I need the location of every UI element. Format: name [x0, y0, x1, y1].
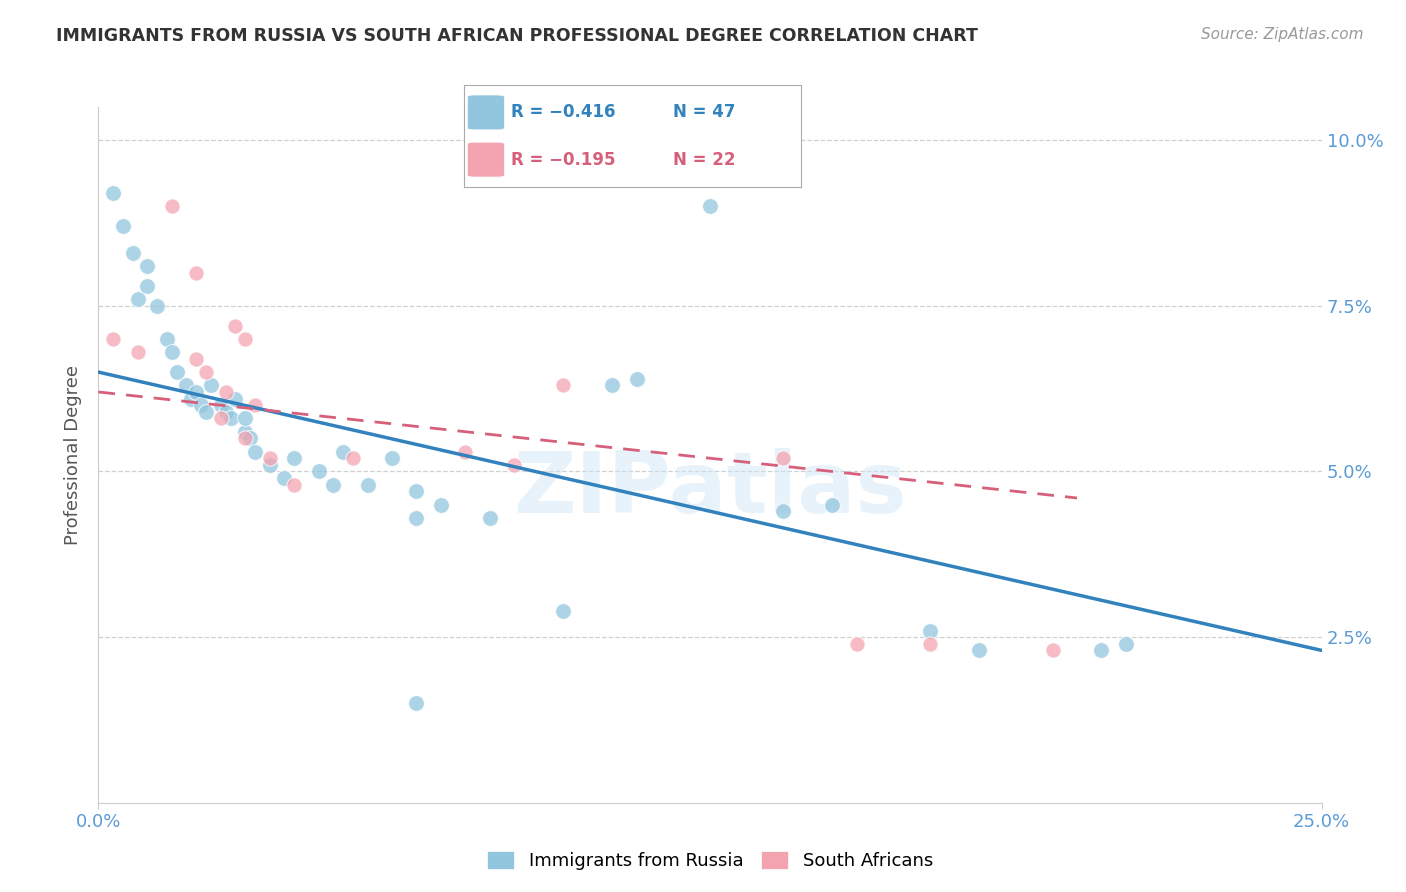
Point	[1115, 637, 1137, 651]
Point	[405, 697, 427, 711]
Point	[160, 345, 183, 359]
Point	[259, 451, 281, 466]
Point	[233, 332, 256, 346]
Point	[283, 451, 305, 466]
Point	[821, 498, 844, 512]
Point	[156, 332, 179, 346]
Point	[259, 458, 281, 472]
Point	[332, 444, 354, 458]
Point	[186, 351, 208, 366]
Point	[214, 405, 236, 419]
Text: Source: ZipAtlas.com: Source: ZipAtlas.com	[1201, 27, 1364, 42]
Point	[190, 398, 212, 412]
Text: N = 47: N = 47	[673, 103, 735, 121]
Point	[283, 477, 305, 491]
Text: N = 22: N = 22	[673, 151, 735, 169]
Point	[219, 411, 242, 425]
Point	[101, 332, 124, 346]
Point	[920, 637, 942, 651]
Point	[1042, 643, 1064, 657]
Point	[160, 199, 183, 213]
Point	[233, 425, 256, 439]
Point	[243, 444, 266, 458]
Point	[626, 372, 648, 386]
FancyBboxPatch shape	[467, 142, 505, 177]
Point	[405, 511, 427, 525]
FancyBboxPatch shape	[467, 95, 505, 130]
Point	[214, 384, 236, 399]
Point	[195, 365, 218, 379]
Point	[308, 465, 330, 479]
Point	[233, 431, 256, 445]
Text: R = −0.195: R = −0.195	[512, 151, 616, 169]
Point	[101, 186, 124, 201]
Point	[772, 451, 794, 466]
Point	[967, 643, 990, 657]
Point	[146, 299, 169, 313]
Point	[180, 392, 202, 406]
Point	[845, 637, 868, 651]
Point	[1090, 643, 1112, 657]
Point	[233, 411, 256, 425]
Point	[322, 477, 344, 491]
Point	[209, 411, 232, 425]
Point	[381, 451, 404, 466]
Point	[186, 266, 208, 280]
Text: IMMIGRANTS FROM RUSSIA VS SOUTH AFRICAN PROFESSIONAL DEGREE CORRELATION CHART: IMMIGRANTS FROM RUSSIA VS SOUTH AFRICAN …	[56, 27, 979, 45]
Point	[239, 431, 262, 445]
Text: R = −0.416: R = −0.416	[512, 103, 616, 121]
Point	[200, 378, 222, 392]
Point	[772, 504, 794, 518]
Point	[224, 392, 246, 406]
Point	[600, 378, 623, 392]
Point	[176, 378, 198, 392]
Point	[127, 345, 149, 359]
Point	[553, 604, 575, 618]
Text: ZIPatlas: ZIPatlas	[513, 448, 907, 532]
Point	[127, 292, 149, 306]
Point	[273, 471, 295, 485]
Point	[243, 398, 266, 412]
Point	[342, 451, 364, 466]
Point	[136, 259, 159, 273]
Point	[553, 378, 575, 392]
Point	[224, 318, 246, 333]
Point	[356, 477, 378, 491]
Point	[136, 279, 159, 293]
Point	[111, 219, 134, 234]
Point	[209, 398, 232, 412]
Point	[503, 458, 526, 472]
Point	[478, 511, 501, 525]
Point	[166, 365, 188, 379]
Point	[920, 624, 942, 638]
Point	[186, 384, 208, 399]
Point	[121, 245, 143, 260]
Point	[699, 199, 721, 213]
Point	[195, 405, 218, 419]
Legend: Immigrants from Russia, South Africans: Immigrants from Russia, South Africans	[479, 844, 941, 877]
Point	[430, 498, 453, 512]
Point	[405, 484, 427, 499]
Y-axis label: Professional Degree: Professional Degree	[65, 365, 83, 545]
Point	[454, 444, 477, 458]
